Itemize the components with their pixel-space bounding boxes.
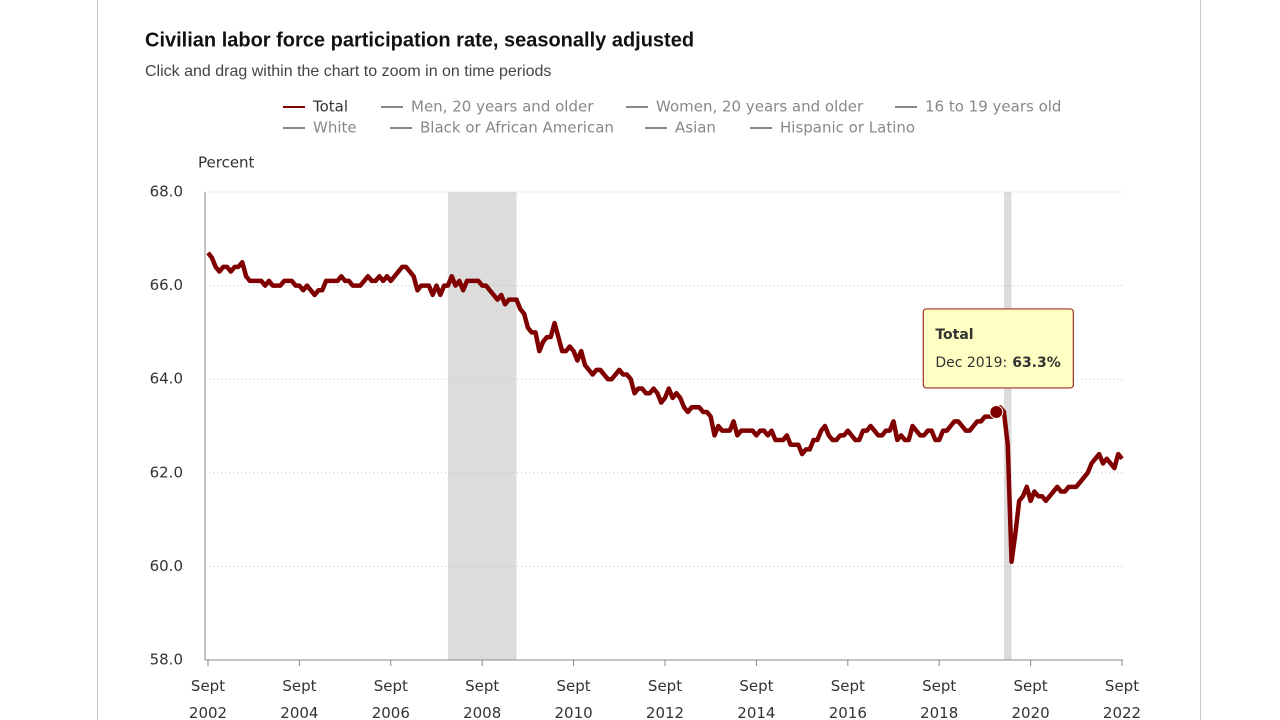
x-tick-label-part: 2004 [280, 704, 318, 720]
x-tick-label: Sept 2004 [280, 677, 318, 720]
x-tick-label-part: Sept [739, 677, 773, 695]
x-tick-label-part: 2002 [189, 704, 227, 720]
tooltip-value: 63.3% [1012, 355, 1061, 371]
shaded-period [447, 192, 517, 660]
legend-item[interactable]: Black or African American [390, 119, 614, 137]
legend-label: Men, 20 years and older [411, 98, 594, 116]
legend-label: Asian [675, 119, 716, 137]
x-tick-label: Sept 2006 [372, 677, 410, 720]
x-tick-label-part: 2008 [463, 704, 501, 720]
x-tick-label: Sept 2016 [829, 677, 867, 720]
legend-label: Hispanic or Latino [780, 119, 915, 137]
y-tick-label: 68.0 [150, 183, 183, 201]
chart-title: Civilian labor force participation rate,… [145, 29, 694, 51]
hover-point [989, 404, 1004, 419]
x-tick-label: Sept 2010 [555, 677, 593, 720]
x-tick-label-part: Sept [557, 677, 591, 695]
x-tick-label-part: 2016 [829, 704, 867, 720]
legend-item[interactable]: White [283, 119, 357, 137]
x-tick-label-part: Sept [831, 677, 865, 695]
x-tick-label-part: Sept [282, 677, 316, 695]
x-tick-label-part: Sept [648, 677, 682, 695]
x-tick-label-part: Sept [465, 677, 499, 695]
tooltip-box [922, 308, 1074, 389]
x-tick-label-part: 2020 [1012, 704, 1050, 720]
x-tick-label-part: Sept [922, 677, 956, 695]
x-tick-label-part: Sept [374, 677, 408, 695]
legend-label: 16 to 19 years old [925, 98, 1061, 116]
legend-label: Total [312, 98, 348, 116]
x-tick-label-part: Sept [1105, 677, 1139, 695]
legend-item[interactable]: 16 to 19 years old [895, 98, 1061, 116]
x-tick-label-part: 2010 [555, 704, 593, 720]
y-tick-label: 64.0 [150, 370, 183, 388]
x-tick-label: Sept 2008 [463, 677, 501, 720]
legend-item[interactable]: Total [283, 98, 348, 116]
y-tick-label: 62.0 [150, 463, 183, 481]
series-line [206, 251, 1124, 564]
legend-label: Women, 20 years and older [656, 98, 864, 116]
legend-item[interactable]: Women, 20 years and older [626, 98, 864, 116]
x-tick-label: Sept 2002 [189, 677, 227, 720]
tooltip-date: Dec 2019: [935, 355, 1007, 371]
x-tick-label-part: 2012 [646, 704, 684, 720]
x-tick-label: Sept 2022 [1103, 677, 1141, 720]
tooltip-body: Dec 2019: 63.3% [935, 355, 1060, 371]
y-tick-label: 58.0 [150, 651, 183, 669]
legend-item[interactable]: Men, 20 years and older [381, 98, 594, 116]
legend-label: Black or African American [420, 119, 614, 137]
legend-item[interactable]: Hispanic or Latino [750, 119, 915, 137]
x-tick-label-part: Sept [1014, 677, 1048, 695]
x-tick-label-part: 2022 [1103, 704, 1141, 720]
x-tick-label: Sept 2014 [737, 677, 775, 720]
y-tick-label: 60.0 [150, 557, 183, 575]
legend-item[interactable]: Asian [645, 119, 716, 137]
x-tick-label-part: 2006 [372, 704, 410, 720]
y-tick-label: 66.0 [150, 276, 183, 294]
x-tick-label: Sept 2012 [646, 677, 684, 720]
legend-label: White [313, 119, 357, 137]
y-axis-label: Percent [198, 154, 255, 172]
x-tick-label-part: 2018 [920, 704, 958, 720]
x-tick-label-part: 2014 [737, 704, 775, 720]
x-tick-label: Sept 2018 [920, 677, 958, 720]
tooltip-title: Total [935, 327, 973, 343]
x-tick-label-part: Sept [191, 677, 225, 695]
x-tick-label: Sept 2020 [1012, 677, 1050, 720]
chart-subtitle: Click and drag within the chart to zoom … [145, 63, 551, 80]
